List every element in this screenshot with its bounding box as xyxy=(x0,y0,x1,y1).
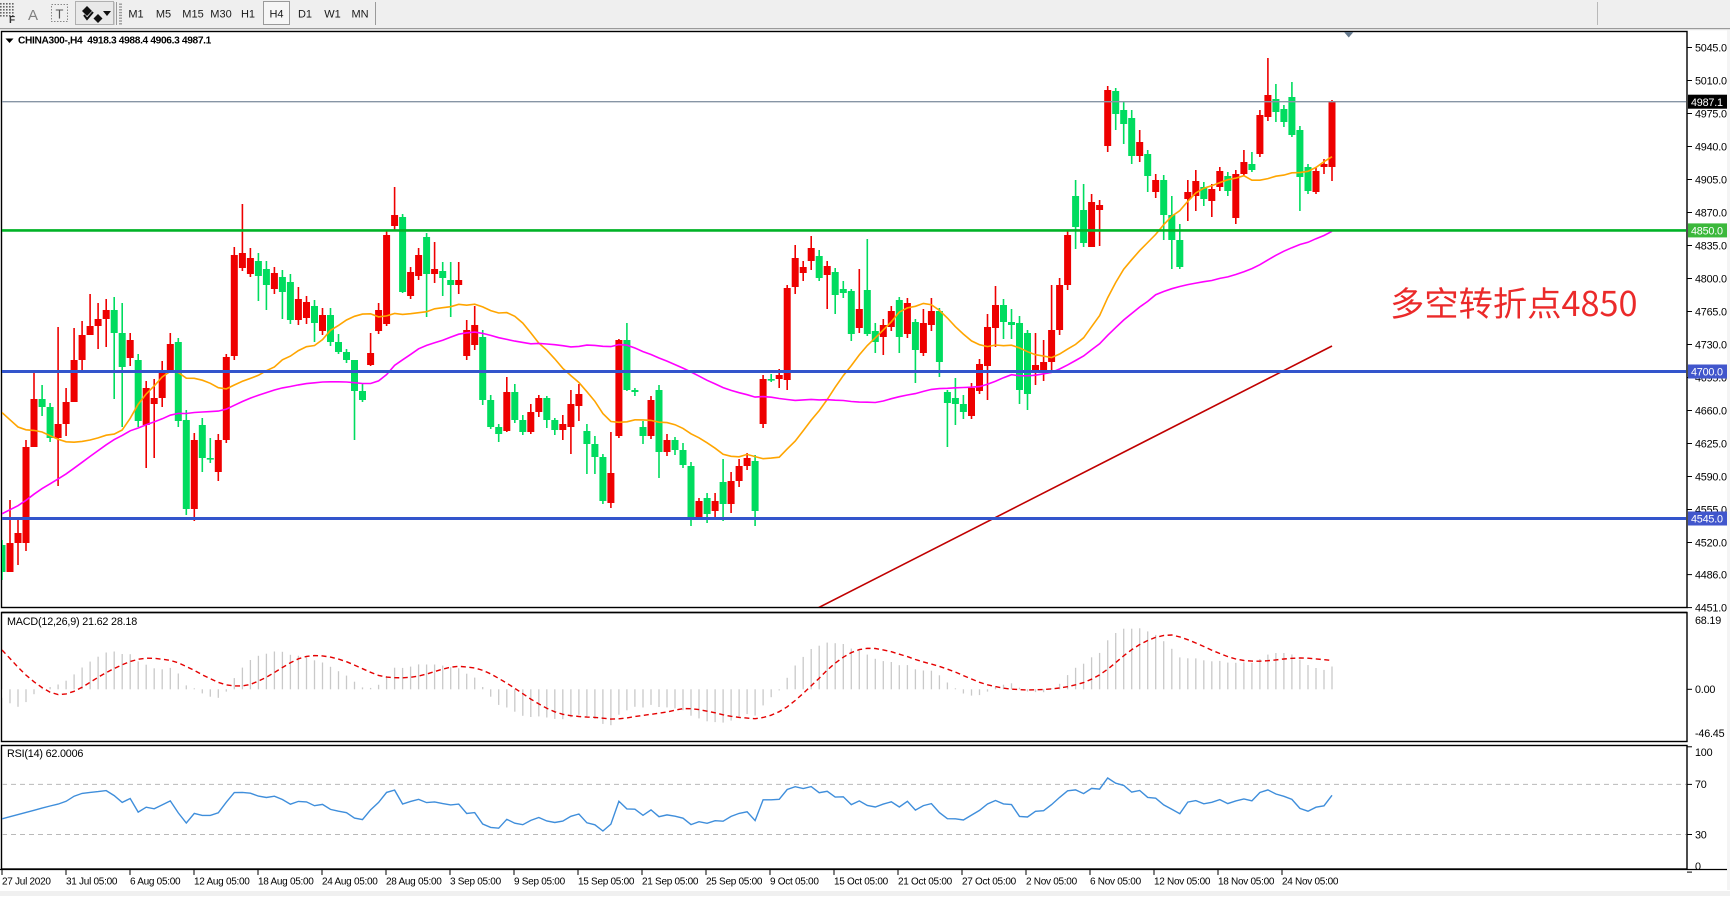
svg-text:4940.0: 4940.0 xyxy=(1695,141,1727,153)
svg-text:4590.0: 4590.0 xyxy=(1695,471,1727,483)
svg-text:31 Jul 05:00: 31 Jul 05:00 xyxy=(66,877,118,888)
svg-text:25 Sep 05:00: 25 Sep 05:00 xyxy=(706,877,763,888)
svg-text:4625.0: 4625.0 xyxy=(1695,438,1727,450)
svg-text:4800.0: 4800.0 xyxy=(1695,273,1727,285)
svg-text:W1: W1 xyxy=(324,9,341,21)
svg-text:4486.0: 4486.0 xyxy=(1695,569,1727,581)
svg-text:100: 100 xyxy=(1695,747,1713,759)
svg-text:4765.0: 4765.0 xyxy=(1695,306,1727,318)
svg-text:70: 70 xyxy=(1695,779,1707,791)
svg-text:0: 0 xyxy=(1695,861,1701,873)
svg-text:MN: MN xyxy=(351,9,368,21)
svg-text:4451.0: 4451.0 xyxy=(1695,602,1727,614)
svg-text:21 Sep 05:00: 21 Sep 05:00 xyxy=(642,877,699,888)
svg-text:RSI(14) 62.0006: RSI(14) 62.0006 xyxy=(7,748,83,760)
svg-text:21 Oct 05:00: 21 Oct 05:00 xyxy=(898,877,953,888)
svg-text:28 Aug 05:00: 28 Aug 05:00 xyxy=(386,877,442,888)
svg-text:18 Aug 05:00: 18 Aug 05:00 xyxy=(258,877,314,888)
svg-text:3 Sep 05:00: 3 Sep 05:00 xyxy=(450,877,502,888)
svg-text:CHINA300-,H4 4918.3 4988.4 49: CHINA300-,H4 4918.3 4988.4 4906.3 4987.1 xyxy=(18,36,212,47)
svg-text:M15: M15 xyxy=(182,9,203,21)
svg-text:T: T xyxy=(56,7,64,22)
svg-text:M5: M5 xyxy=(156,9,171,21)
svg-text:M1: M1 xyxy=(128,9,143,21)
svg-text:2 Nov 05:00: 2 Nov 05:00 xyxy=(1026,877,1078,888)
svg-text:A: A xyxy=(28,7,38,24)
svg-text:4987.1: 4987.1 xyxy=(1691,97,1723,109)
svg-text:H1: H1 xyxy=(241,9,255,21)
svg-text:0.00: 0.00 xyxy=(1695,684,1715,696)
svg-text:4545.0: 4545.0 xyxy=(1691,514,1723,526)
svg-text:9 Oct 05:00: 9 Oct 05:00 xyxy=(770,877,819,888)
svg-text:4975.0: 4975.0 xyxy=(1695,108,1727,120)
svg-text:-46.45: -46.45 xyxy=(1695,728,1725,740)
svg-text:24 Aug 05:00: 24 Aug 05:00 xyxy=(322,877,378,888)
svg-text:30: 30 xyxy=(1695,829,1707,841)
svg-text:D1: D1 xyxy=(298,9,312,21)
svg-text:6 Nov 05:00: 6 Nov 05:00 xyxy=(1090,877,1142,888)
svg-text:68.19: 68.19 xyxy=(1695,615,1721,627)
svg-text:12 Nov 05:00: 12 Nov 05:00 xyxy=(1154,877,1211,888)
svg-text:27 Oct 05:00: 27 Oct 05:00 xyxy=(962,877,1017,888)
svg-text:4660.0: 4660.0 xyxy=(1695,405,1727,417)
svg-text:4520.0: 4520.0 xyxy=(1695,537,1727,549)
svg-text:5045.0: 5045.0 xyxy=(1695,42,1727,54)
svg-text:MACD(12,26,9) 21.62 28.18: MACD(12,26,9) 21.62 28.18 xyxy=(7,616,137,628)
svg-text:15 Oct 05:00: 15 Oct 05:00 xyxy=(834,877,889,888)
svg-text:4905.0: 4905.0 xyxy=(1695,174,1727,186)
svg-text:12 Aug 05:00: 12 Aug 05:00 xyxy=(194,877,250,888)
svg-text:9 Sep 05:00: 9 Sep 05:00 xyxy=(514,877,566,888)
svg-text:H4: H4 xyxy=(269,9,283,21)
svg-text:5010.0: 5010.0 xyxy=(1695,75,1727,87)
svg-text:M30: M30 xyxy=(210,9,231,21)
svg-text:24 Nov 05:00: 24 Nov 05:00 xyxy=(1282,877,1339,888)
svg-text:15 Sep 05:00: 15 Sep 05:00 xyxy=(578,877,635,888)
svg-text:4835.0: 4835.0 xyxy=(1695,240,1727,252)
svg-text:4870.0: 4870.0 xyxy=(1695,207,1727,219)
svg-text:27 Jul 2020: 27 Jul 2020 xyxy=(2,877,51,888)
svg-text:4700.0: 4700.0 xyxy=(1691,367,1723,379)
svg-text:18 Nov 05:00: 18 Nov 05:00 xyxy=(1218,877,1275,888)
svg-text:F: F xyxy=(9,15,15,26)
svg-text:4730.0: 4730.0 xyxy=(1695,339,1727,351)
svg-text:6 Aug 05:00: 6 Aug 05:00 xyxy=(130,877,181,888)
svg-text:4850.0: 4850.0 xyxy=(1691,226,1723,238)
